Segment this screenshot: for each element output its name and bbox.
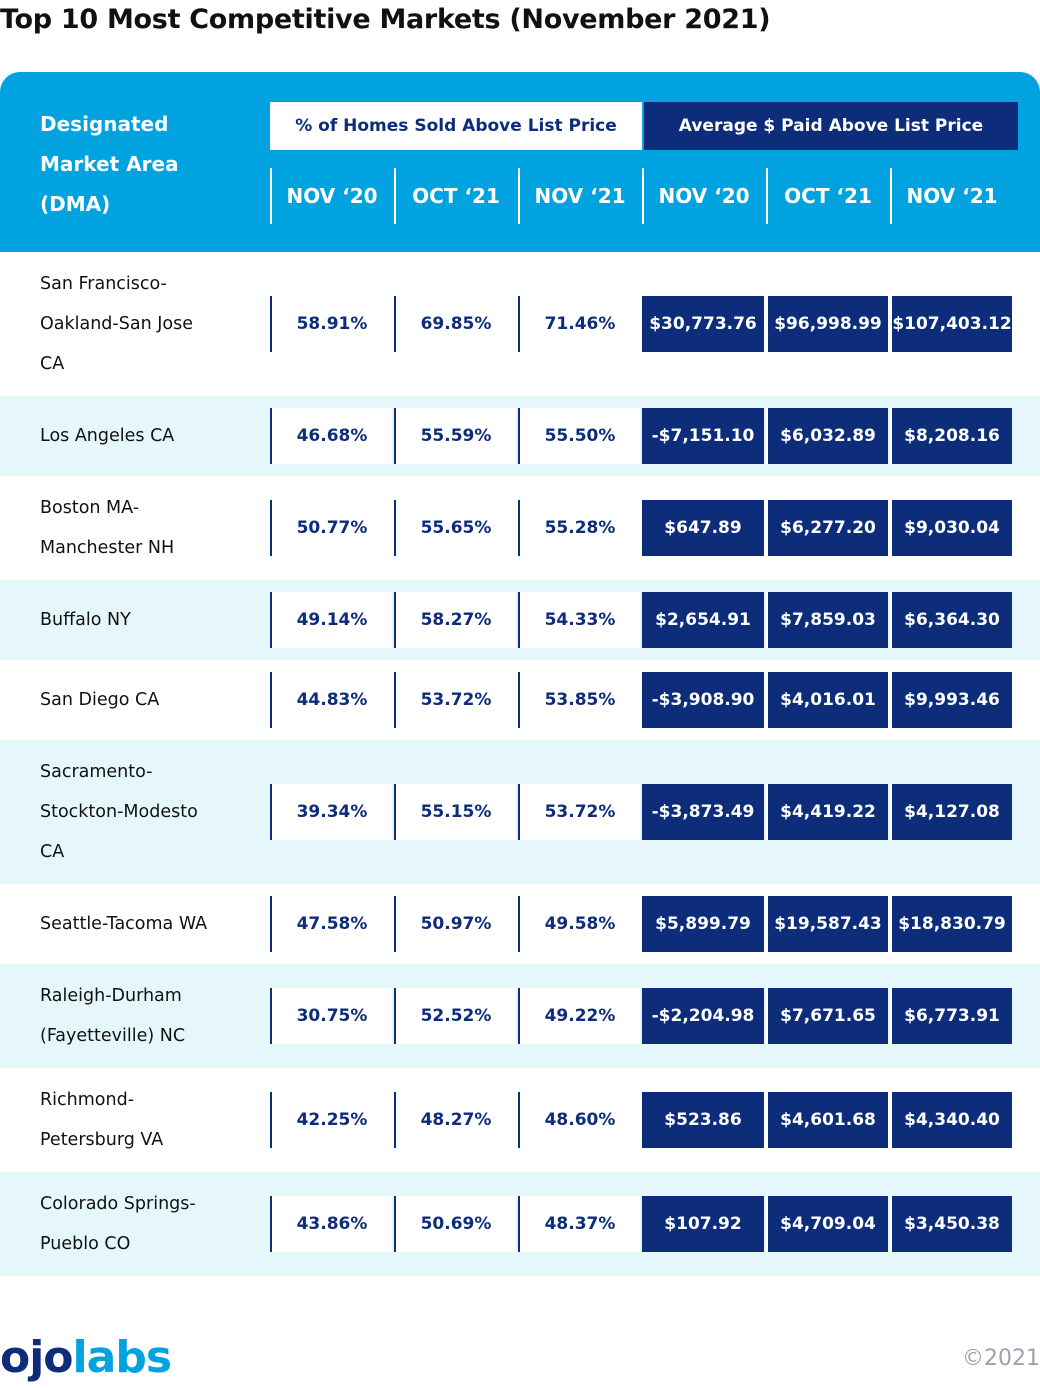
- table-row: Raleigh-Durham (Fayetteville) NC 30.75% …: [0, 964, 1040, 1068]
- pct-cell: 55.59%: [394, 408, 516, 464]
- table-row: San Diego CA 44.83% 53.72% 53.85% -$3,90…: [0, 660, 1040, 740]
- pct-cell: 46.68%: [270, 408, 392, 464]
- avg-paid-above-list-group-header: Average $ Paid Above List Price: [644, 102, 1018, 150]
- column-header-avg-nov-21: NOV ‘21: [890, 168, 1012, 224]
- dma-name: Los Angeles CA: [40, 426, 175, 446]
- pct-cell: 55.65%: [394, 500, 516, 556]
- avg-cell: $107.92: [642, 1196, 764, 1252]
- dma-name: Raleigh-Durham (Fayetteville) NC: [40, 986, 186, 1046]
- column-header-avg-nov-20: NOV ‘20: [642, 168, 764, 224]
- pct-cell: 50.77%: [270, 500, 392, 556]
- avg-cell: -$2,204.98: [642, 988, 764, 1044]
- pct-cell: 43.86%: [270, 1196, 392, 1252]
- table-row: Los Angeles CA 46.68% 55.59% 55.50% -$7,…: [0, 396, 1040, 476]
- avg-cell: -$3,873.49: [642, 784, 764, 840]
- avg-cell: $8,208.16: [890, 408, 1012, 464]
- table-row: Seattle-Tacoma WA 47.58% 50.97% 49.58% $…: [0, 884, 1040, 964]
- table-row: Boston MA- Manchester NH 50.77% 55.65% 5…: [0, 476, 1040, 580]
- avg-cell: $9,030.04: [890, 500, 1012, 556]
- pct-cell: 44.83%: [270, 672, 392, 728]
- avg-cell: -$7,151.10: [642, 408, 764, 464]
- avg-cell: $7,671.65: [766, 988, 888, 1044]
- table-row: Sacramento- Stockton-Modesto CA 39.34% 5…: [0, 740, 1040, 884]
- pct-cell: 71.46%: [518, 296, 640, 352]
- pct-cell: 53.85%: [518, 672, 640, 728]
- dma-column-header: Designated Market Area (DMA): [40, 112, 179, 216]
- avg-cell: $6,364.30: [890, 592, 1012, 648]
- table-row: Buffalo NY 49.14% 58.27% 54.33% $2,654.9…: [0, 580, 1040, 660]
- avg-cell: $523.86: [642, 1092, 764, 1148]
- avg-cell: $4,340.40: [890, 1092, 1012, 1148]
- avg-cell: $96,998.99: [766, 296, 888, 352]
- pct-cell: 49.14%: [270, 592, 392, 648]
- logo-part-labs: labs: [72, 1332, 172, 1383]
- table-row: Colorado Springs- Pueblo CO 43.86% 50.69…: [0, 1172, 1040, 1276]
- avg-cell: $9,993.46: [890, 672, 1012, 728]
- avg-cell: $2,654.91: [642, 592, 764, 648]
- dma-name: San Diego CA: [40, 690, 160, 710]
- column-header-pct-nov-20: NOV ‘20: [270, 168, 392, 224]
- avg-cell: $647.89: [642, 500, 764, 556]
- avg-cell: $5,899.79: [642, 896, 764, 952]
- column-header-pct-oct-21: OCT ‘21: [394, 168, 516, 224]
- pct-above-list-group-header: % of Homes Sold Above List Price: [270, 102, 642, 150]
- pct-cell: 47.58%: [270, 896, 392, 952]
- avg-cell: $18,830.79: [890, 896, 1012, 952]
- pct-cell: 42.25%: [270, 1092, 392, 1148]
- avg-cell: $4,127.08: [890, 784, 1012, 840]
- pct-cell: 50.69%: [394, 1196, 516, 1252]
- pct-cell: 55.28%: [518, 500, 640, 556]
- dma-name: Richmond- Petersburg VA: [40, 1090, 164, 1150]
- pct-cell: 55.50%: [518, 408, 640, 464]
- logo-part-ojo: ojo: [0, 1332, 74, 1383]
- dma-name: Sacramento- Stockton-Modesto CA: [40, 762, 198, 862]
- avg-cell: $30,773.76: [642, 296, 764, 352]
- pct-cell: 49.58%: [518, 896, 640, 952]
- pct-cell: 48.37%: [518, 1196, 640, 1252]
- avg-cell: $19,587.43: [766, 896, 888, 952]
- pct-cell: 69.85%: [394, 296, 516, 352]
- pct-cell: 48.27%: [394, 1092, 516, 1148]
- pct-cell: 50.97%: [394, 896, 516, 952]
- pct-cell: 53.72%: [518, 784, 640, 840]
- column-header-avg-oct-21: OCT ‘21: [766, 168, 888, 224]
- avg-cell: $6,032.89: [766, 408, 888, 464]
- dma-name: Seattle-Tacoma WA: [40, 914, 208, 934]
- avg-cell: $4,709.04: [766, 1196, 888, 1252]
- page-title: Top 10 Most Competitive Markets (Novembe…: [0, 4, 771, 35]
- pct-cell: 48.60%: [518, 1092, 640, 1148]
- copyright-notice: ©2021: [962, 1346, 1040, 1371]
- avg-cell: -$3,908.90: [642, 672, 764, 728]
- avg-cell: $4,016.01: [766, 672, 888, 728]
- pct-cell: 54.33%: [518, 592, 640, 648]
- pct-cell: 55.15%: [394, 784, 516, 840]
- pct-cell: 49.22%: [518, 988, 640, 1044]
- dma-name: Boston MA- Manchester NH: [40, 498, 175, 558]
- ojo-labs-logo: ojolabs: [0, 1328, 172, 1388]
- avg-cell: $4,601.68: [766, 1092, 888, 1148]
- pct-cell: 58.91%: [270, 296, 392, 352]
- column-header-pct-nov-21: NOV ‘21: [518, 168, 640, 224]
- table-row: San Francisco- Oakland-San Jose CA 58.91…: [0, 252, 1040, 396]
- avg-cell: $6,773.91: [890, 988, 1012, 1044]
- pct-cell: 53.72%: [394, 672, 516, 728]
- avg-cell: $6,277.20: [766, 500, 888, 556]
- avg-cell: $7,859.03: [766, 592, 888, 648]
- pct-cell: 39.34%: [270, 784, 392, 840]
- pct-cell: 58.27%: [394, 592, 516, 648]
- table-row: Richmond- Petersburg VA 42.25% 48.27% 48…: [0, 1068, 1040, 1172]
- avg-cell: $4,419.22: [766, 784, 888, 840]
- avg-cell: $107,403.12: [890, 296, 1012, 352]
- dma-name: San Francisco- Oakland-San Jose CA: [40, 274, 193, 374]
- dma-name: Colorado Springs- Pueblo CO: [40, 1194, 196, 1254]
- pct-cell: 52.52%: [394, 988, 516, 1044]
- avg-cell: $3,450.38: [890, 1196, 1012, 1252]
- dma-name: Buffalo NY: [40, 610, 131, 630]
- pct-cell: 30.75%: [270, 988, 392, 1044]
